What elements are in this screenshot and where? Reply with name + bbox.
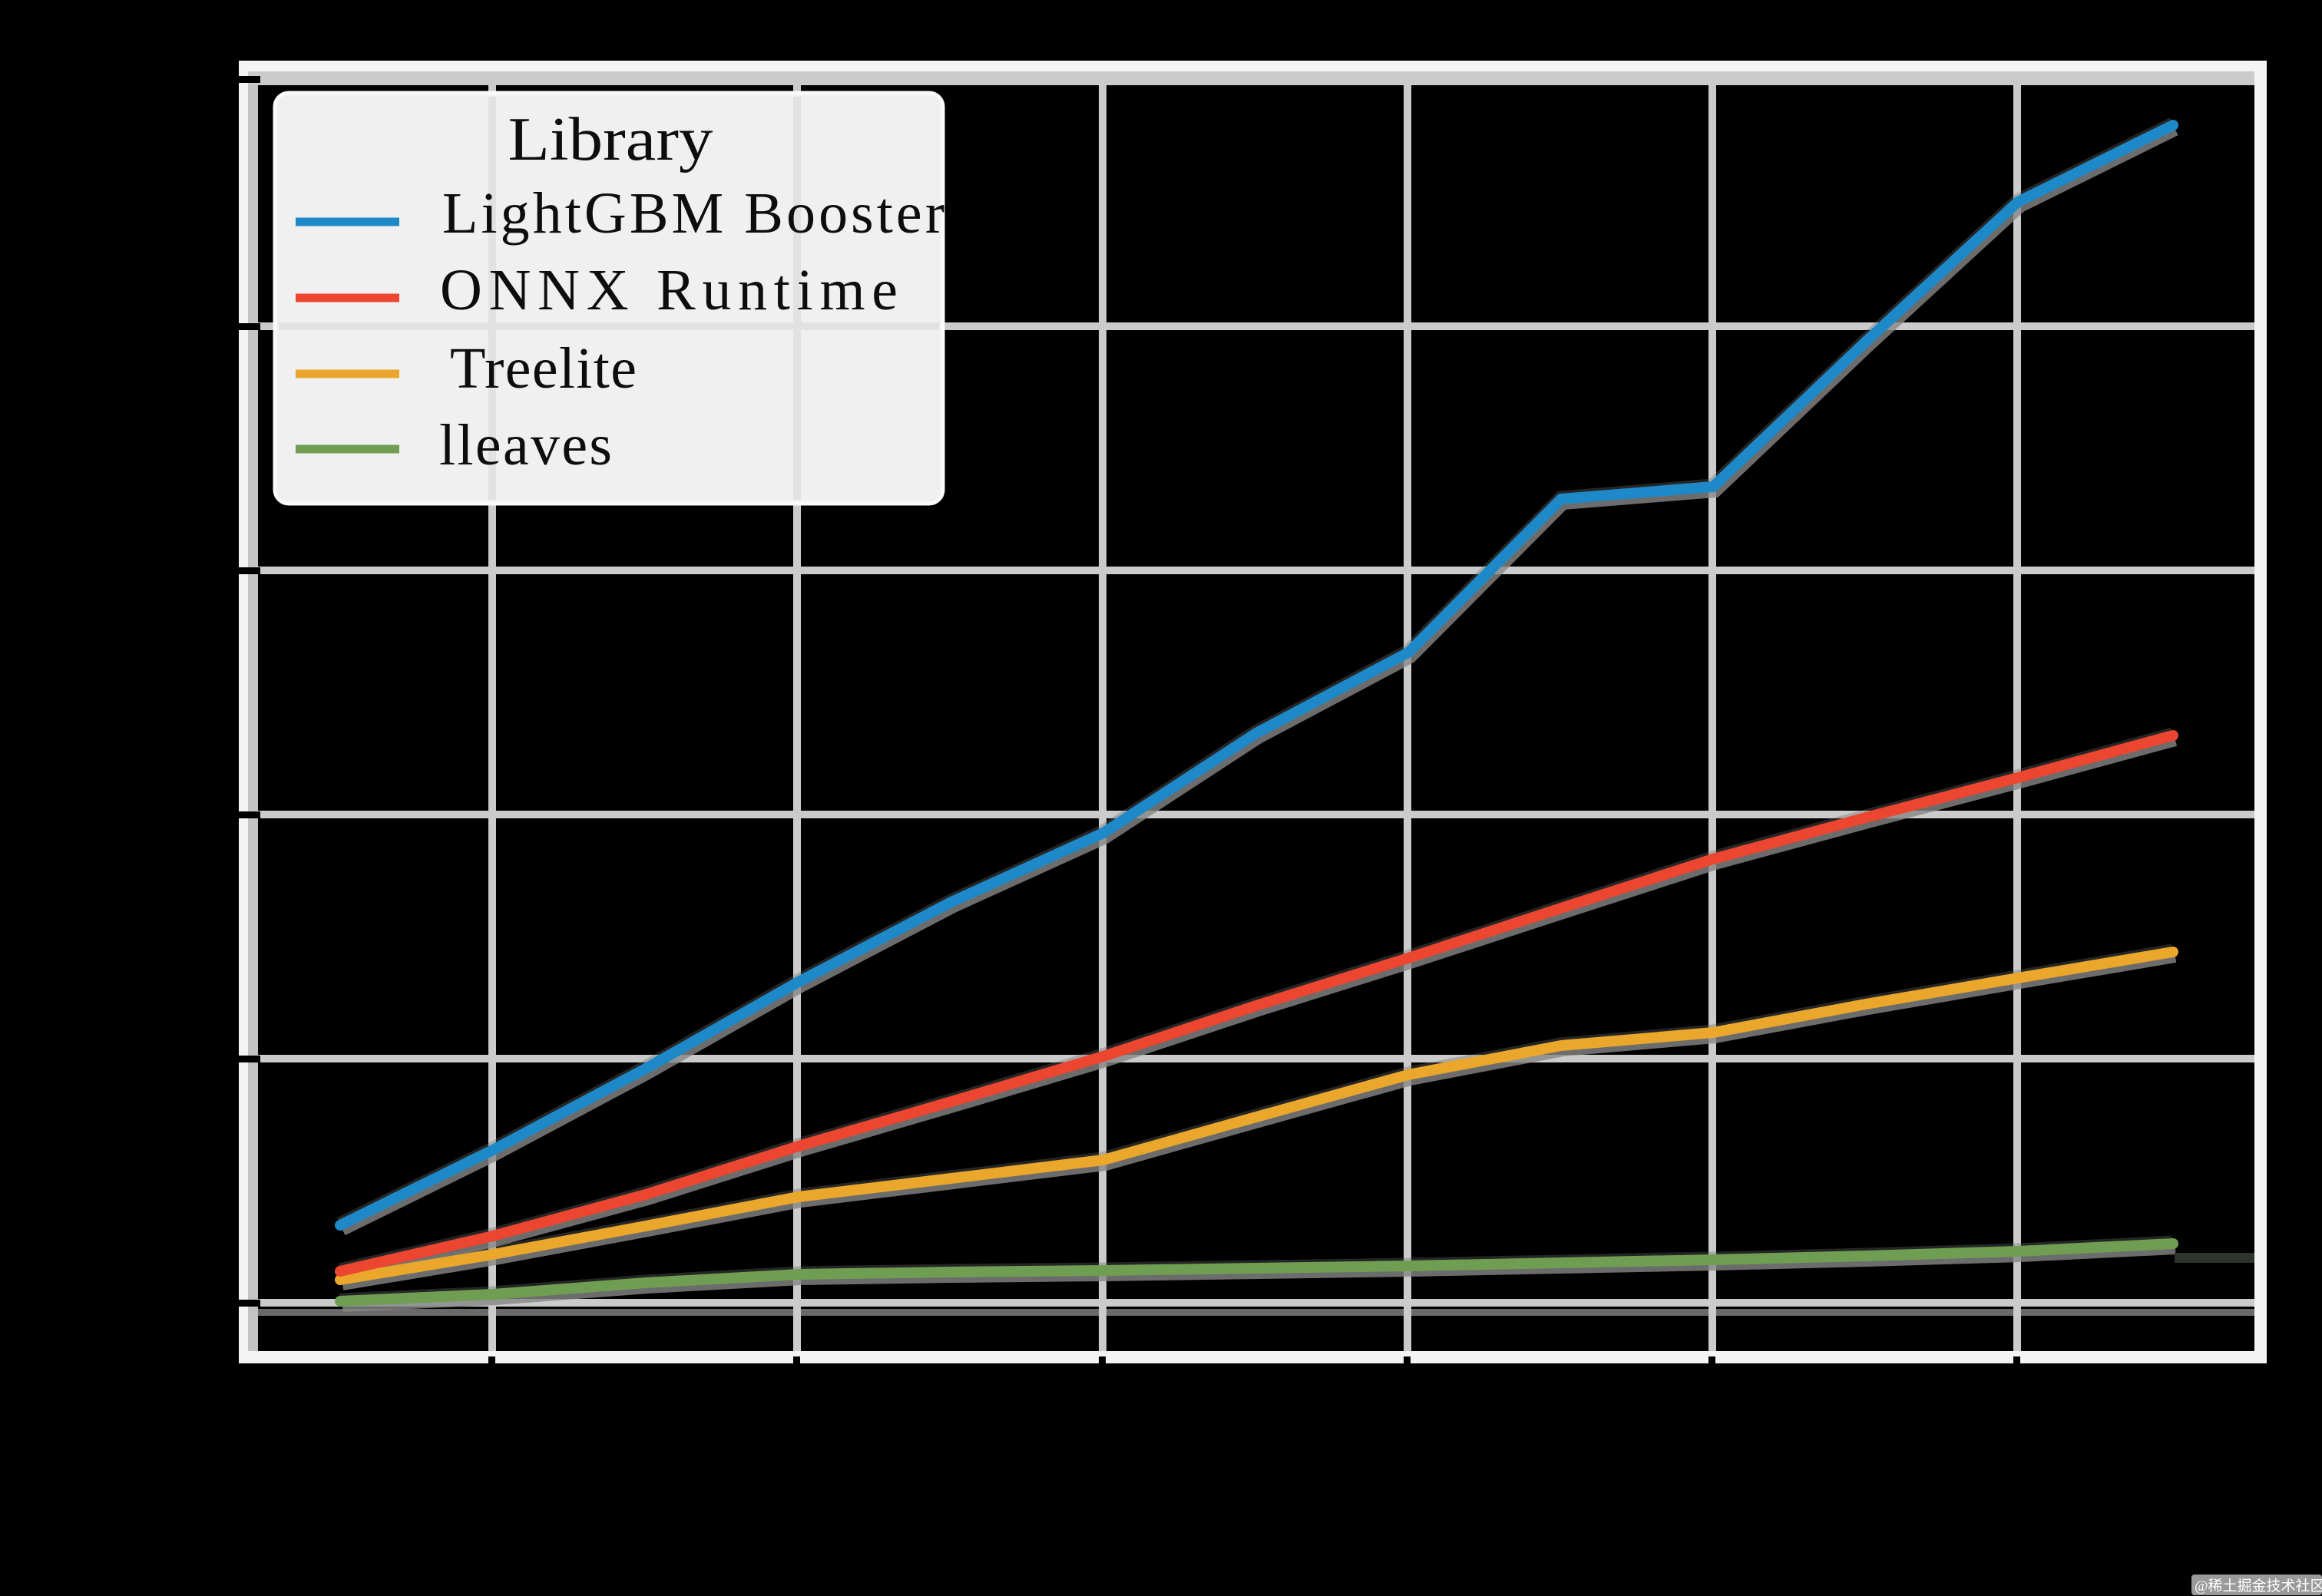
svg-text:@稀土掘金技术社区: @稀土掘金技术社区 <box>2195 1578 2322 1594</box>
svg-text:LightGBM Booster: LightGBM Booster <box>442 181 944 246</box>
svg-text:Treelite: Treelite <box>450 336 637 401</box>
svg-text:ONNX Runtime: ONNX Runtime <box>440 258 898 322</box>
svg-text:lleaves: lleaves <box>439 413 612 477</box>
svg-text:Library: Library <box>508 104 714 173</box>
